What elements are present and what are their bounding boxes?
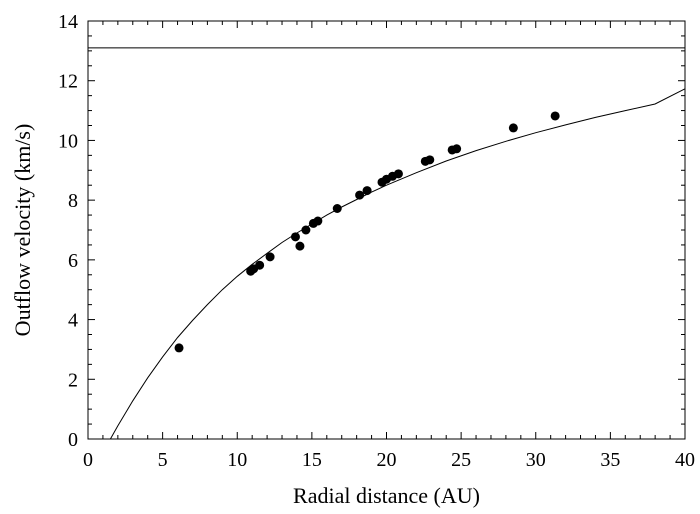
data-point bbox=[290, 232, 300, 242]
x-tick-label: 15 bbox=[302, 449, 322, 471]
data-point bbox=[425, 155, 435, 165]
x-tick-label: 10 bbox=[227, 449, 247, 471]
y-tick-label: 4 bbox=[68, 310, 78, 332]
y-tick-label: 6 bbox=[68, 250, 78, 272]
x-tick-label: 25 bbox=[451, 449, 471, 471]
x-tick-label: 40 bbox=[675, 449, 695, 471]
data-point bbox=[452, 144, 462, 154]
x-tick-label: 30 bbox=[526, 449, 546, 471]
x-tick-label: 0 bbox=[83, 449, 93, 471]
plot-frame bbox=[87, 20, 686, 440]
y-tick-label: 10 bbox=[58, 130, 78, 152]
data-point bbox=[265, 252, 275, 262]
data-point bbox=[313, 216, 323, 226]
y-tick-label: 2 bbox=[68, 369, 78, 391]
x-tick-label: 35 bbox=[600, 449, 620, 471]
y-tick-label: 12 bbox=[58, 71, 78, 93]
points-layer bbox=[174, 111, 560, 353]
data-point bbox=[332, 204, 342, 214]
y-axis-title: Outflow velocity (km/s) bbox=[10, 124, 35, 337]
data-point bbox=[550, 111, 560, 121]
fit-curve bbox=[109, 88, 686, 440]
y-tick-label: 14 bbox=[58, 11, 78, 33]
data-point bbox=[393, 169, 403, 179]
data-point bbox=[174, 343, 184, 353]
y-tick-label: 0 bbox=[68, 429, 78, 451]
data-point bbox=[508, 123, 518, 133]
data-point bbox=[295, 241, 305, 251]
data-point bbox=[301, 225, 311, 235]
x-tick-label: 5 bbox=[158, 449, 168, 471]
y-tick-label: 8 bbox=[68, 190, 78, 212]
data-point bbox=[355, 190, 365, 200]
data-point bbox=[362, 186, 372, 196]
x-axis-title: Radial distance (AU) bbox=[293, 483, 480, 508]
curve-layer bbox=[109, 88, 686, 440]
x-tick-label: 20 bbox=[377, 449, 397, 471]
data-point bbox=[255, 260, 265, 270]
ticks-layer: 0 5 10 15 20 25 30 35 40 0 2 4 6 8 10 12 14 bbox=[58, 11, 695, 471]
